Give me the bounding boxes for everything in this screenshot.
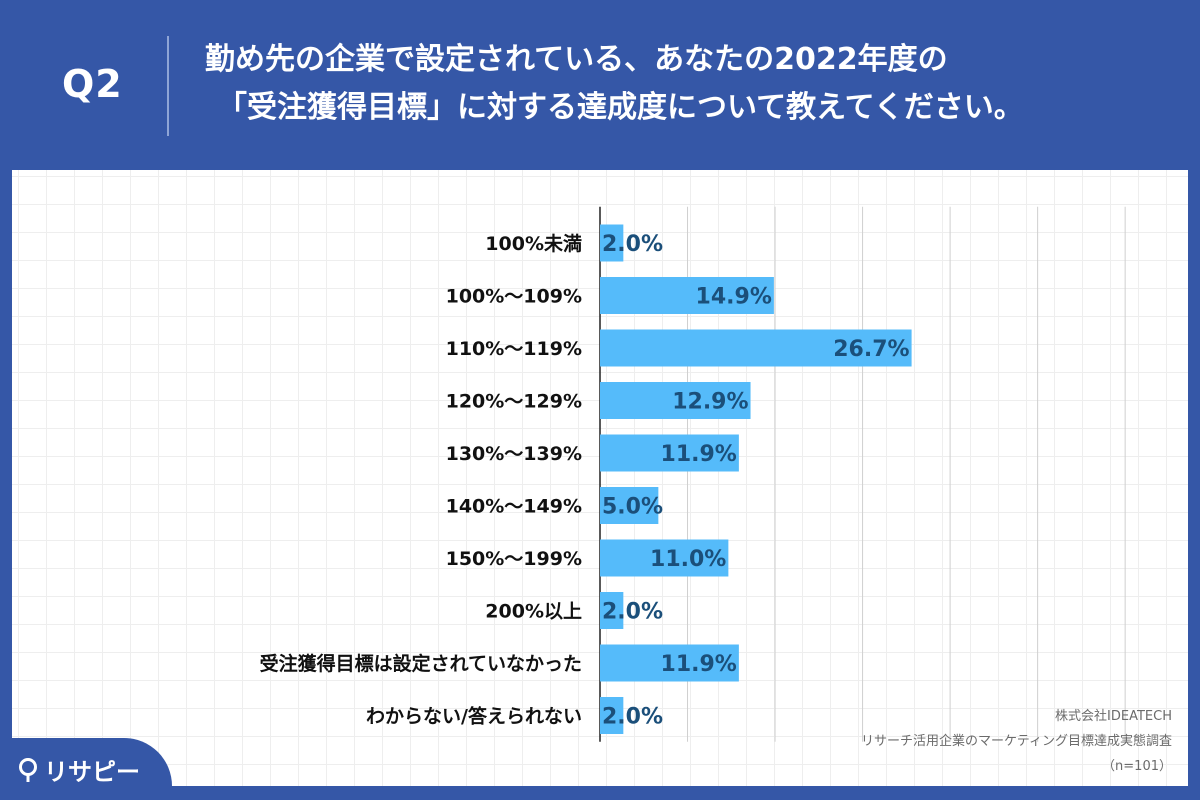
category-label-8: 受注獲得目標は設定されていなかった (260, 652, 582, 675)
bar-7 (600, 592, 624, 629)
credit-sample-size: （n=101） (1102, 759, 1172, 774)
category-label-6: 150%〜199% (446, 548, 582, 570)
header: Q2 勤め先の企業で設定されている、あなたの2022年度の 「受注獲得目標」に対… (0, 0, 1200, 168)
credit: 株式会社IDEATECH リサーチ活用企業のマーケティング目標達成実態調査 （n… (861, 704, 1172, 779)
value-label-2: 26.7% (833, 337, 909, 362)
label-layer: 100%未満 2.0% 100%〜109% 14.9% 110%〜119% 26.7% 12… (260, 232, 910, 730)
value-label-4: 11.9% (661, 442, 737, 467)
bar-8 (600, 644, 739, 682)
value-label-7: 2.0% (602, 600, 663, 625)
bar-1 (600, 277, 774, 314)
category-label-9: わからない/答えられない (366, 705, 582, 728)
value-label-0: 2.0% (602, 232, 663, 257)
bar-6 (600, 539, 729, 577)
credit-company: 株式会社IDEATECH (1055, 709, 1172, 724)
bar-3 (600, 382, 751, 419)
bar-0 (600, 224, 624, 262)
value-label-8: 11.9% (661, 652, 737, 677)
bar-4 (600, 434, 739, 472)
bar-9 (600, 697, 624, 734)
value-label-3: 12.9% (672, 390, 748, 415)
category-label-3: 120%〜129% (446, 391, 582, 413)
category-label-7: 200%以上 (485, 601, 582, 623)
value-label-6: 11.0% (650, 547, 726, 572)
bar-layer (600, 224, 912, 734)
credit-survey: リサーチ活用企業のマーケティング目標達成実態調査 (861, 734, 1172, 749)
category-label-2: 110%〜119% (446, 338, 582, 360)
category-label-0: 100%未満 (485, 232, 582, 255)
value-label-1: 14.9% (696, 285, 772, 310)
pin-icon (19, 757, 37, 782)
logo-text: リサピー (44, 758, 140, 786)
value-label-9: 2.0% (602, 705, 663, 730)
header-divider (167, 36, 169, 136)
category-label-4: 130%〜139% (446, 443, 582, 465)
question-title: 勤め先の企業で設定されている、あなたの2022年度の 「受注獲得目標」に対する達… (205, 36, 1175, 132)
bar-5 (600, 487, 659, 524)
bar-2 (600, 329, 912, 367)
question-title-line-2: 「受注獲得目標」に対する達成度について教えてください。 (217, 90, 1024, 125)
category-label-5: 140%〜149% (446, 496, 582, 518)
category-label-1: 100%〜109% (446, 286, 582, 308)
question-number: Q2 (62, 62, 123, 106)
question-title-line-1: 勤め先の企業で設定されている、あなたの2022年度の (205, 42, 948, 77)
logo-tab (0, 738, 172, 800)
logo: リサピー (18, 752, 140, 787)
value-label-5: 5.0% (602, 495, 663, 520)
